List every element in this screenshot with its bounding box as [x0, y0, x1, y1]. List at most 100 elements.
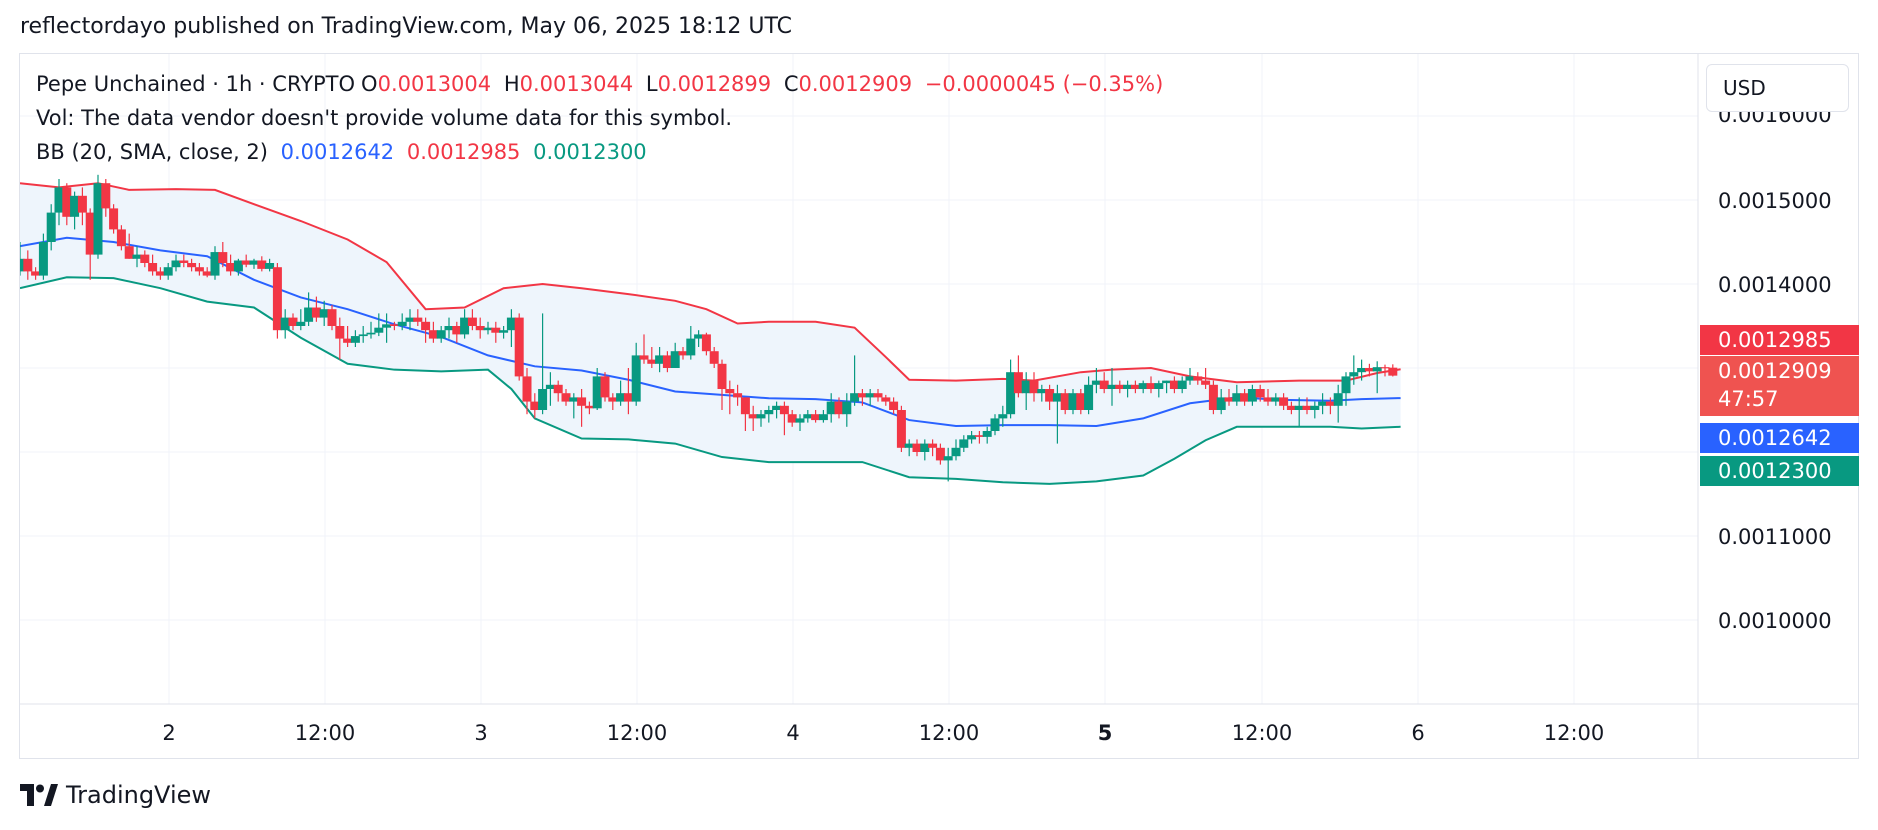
candle-body — [1146, 383, 1156, 389]
candle-body — [1130, 384, 1140, 389]
candle-body — [38, 242, 48, 276]
candle-body — [1224, 397, 1234, 402]
y-tick-label: 0.0015000 — [1718, 189, 1832, 213]
candle-body — [397, 321, 407, 326]
candle-body — [850, 393, 860, 402]
candle-body — [288, 317, 298, 326]
candle-body — [1263, 397, 1273, 402]
candle-body — [1107, 384, 1117, 389]
candle-body — [982, 431, 992, 437]
legend-bb-label[interactable]: BB (20, SMA, close, 2) — [36, 140, 268, 164]
candle-body — [1115, 384, 1125, 389]
candle-body — [974, 435, 984, 437]
candle-body — [678, 351, 688, 356]
candle-body — [31, 271, 41, 276]
candle-body — [210, 252, 220, 276]
bollinger-upper-line — [20, 182, 1401, 384]
candle-body — [717, 363, 727, 389]
candle-body — [592, 376, 602, 409]
candle-body — [499, 330, 509, 333]
candle-body — [553, 384, 563, 394]
candle-body — [1068, 393, 1078, 410]
candle-body — [935, 447, 945, 461]
candle-body — [1349, 372, 1359, 377]
candle-body — [1255, 389, 1265, 398]
candle-body — [140, 254, 150, 263]
candle-body — [491, 327, 501, 333]
legend-bb-upper: 0.0012985 — [406, 140, 521, 164]
candle-body — [382, 324, 392, 328]
candle-body — [639, 355, 649, 360]
price-tag-countdown: 47:57 — [1718, 387, 1779, 411]
candle-body — [179, 260, 189, 263]
candle-body — [834, 401, 844, 415]
candle-body — [1232, 393, 1242, 402]
candle-body — [280, 317, 290, 331]
bollinger-band-fill — [20, 183, 1401, 484]
candle-body — [1247, 389, 1257, 402]
price-tag-value: 0.0012642 — [1718, 426, 1832, 450]
candle-body — [1325, 401, 1335, 406]
y-tick-label: 0.0010000 — [1718, 609, 1832, 633]
candle-body — [23, 258, 33, 272]
candle-body — [514, 317, 524, 377]
candle-body — [1021, 380, 1031, 394]
tradingview-brand[interactable]: TradingView — [20, 780, 211, 810]
candle-body — [272, 267, 282, 331]
candle-body — [194, 267, 204, 272]
candle-body — [311, 307, 321, 318]
candle-body — [1380, 367, 1390, 369]
candle-body — [405, 317, 415, 322]
candle-body — [1185, 376, 1195, 381]
candle-body — [163, 267, 173, 276]
candle-body — [842, 401, 852, 415]
candle-body — [1216, 397, 1226, 410]
candle-body — [327, 309, 337, 326]
candle-body — [101, 183, 111, 209]
candle-body — [421, 321, 431, 331]
candle-body — [1201, 380, 1211, 385]
legend-high: 0.0013044 — [519, 72, 634, 96]
price-tag-value: 0.0012300 — [1718, 459, 1832, 483]
candle-body — [998, 414, 1008, 419]
currency-button[interactable]: USD — [1706, 64, 1849, 112]
price-tag — [1700, 325, 1859, 355]
x-tick-label: 12:00 — [607, 721, 668, 745]
candle-body — [1271, 397, 1281, 402]
price-tag-value: 0.0012909 — [1718, 359, 1832, 383]
x-tick-label: 12:00 — [1232, 721, 1293, 745]
candle-body — [1162, 380, 1172, 384]
candle-body — [1318, 401, 1328, 406]
candle-body — [881, 397, 891, 402]
candle-body — [857, 393, 867, 398]
candle-body — [1193, 376, 1203, 381]
legend-close: 0.0012909 — [798, 72, 913, 96]
legend-low: 0.0012899 — [657, 72, 772, 96]
price-tag — [1700, 356, 1859, 416]
legend-symbol[interactable]: Pepe Unchained · 1h · CRYPTO — [36, 72, 356, 96]
legend-change: −0.0000045 (−0.35%) — [924, 72, 1164, 96]
candle-body — [803, 414, 813, 419]
candle-body — [202, 271, 212, 276]
candle-body — [436, 330, 446, 339]
candle-body — [124, 246, 134, 259]
legend-bb-lower: 0.0012300 — [533, 140, 647, 164]
price-tag — [1700, 456, 1859, 486]
candle-body — [1037, 389, 1047, 394]
plot-area — [20, 174, 1401, 485]
brand-name: TradingView — [66, 781, 212, 809]
candle-body — [655, 355, 665, 364]
candle-body — [483, 327, 493, 331]
x-tick-label: 6 — [1411, 721, 1424, 745]
candle-body — [62, 187, 72, 217]
candle-body — [296, 321, 306, 326]
candle-body — [116, 229, 126, 247]
candle-body — [694, 334, 704, 339]
candle-body — [1123, 384, 1133, 389]
candle-body — [1302, 405, 1312, 410]
candle-body — [20, 258, 25, 272]
candle-body — [241, 260, 251, 265]
candle-body — [1294, 405, 1304, 410]
candle-body — [226, 263, 236, 272]
